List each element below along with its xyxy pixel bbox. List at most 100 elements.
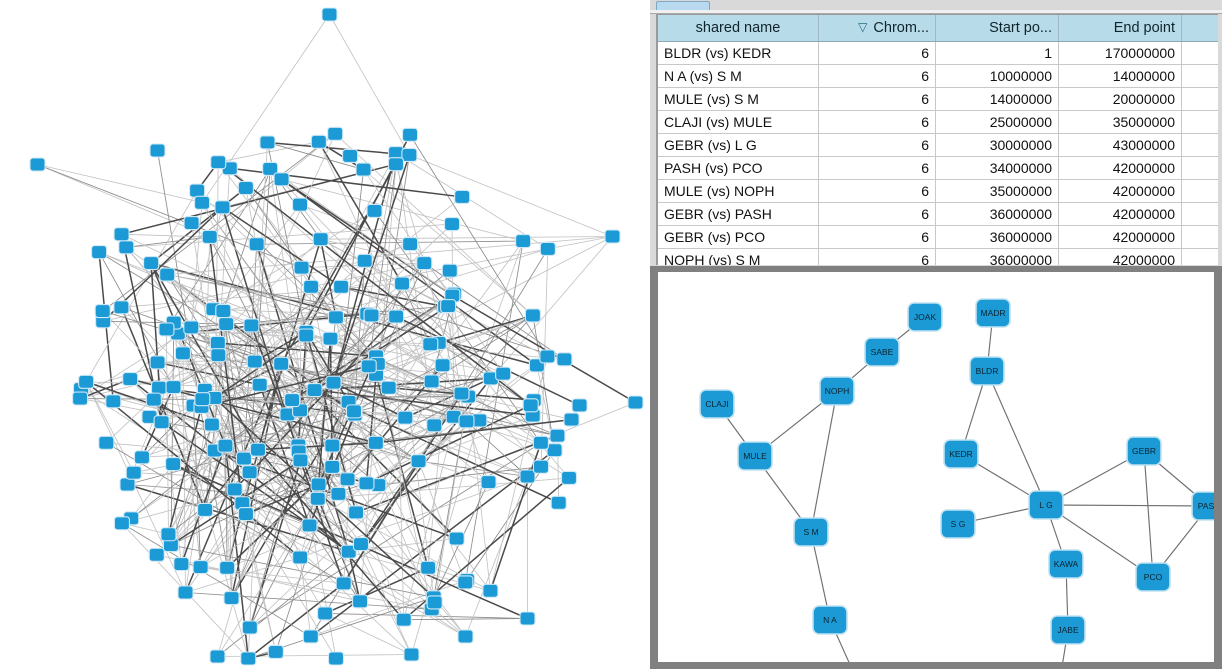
main-network-edge[interactable]	[170, 489, 235, 546]
main-network-node[interactable]	[324, 438, 341, 453]
main-network-node[interactable]	[303, 279, 320, 294]
column-header-genetic[interactable]: Genetic...	[1181, 15, 1218, 42]
main-network-node[interactable]	[189, 183, 206, 198]
main-network-edge[interactable]	[249, 421, 467, 628]
main-network-edge[interactable]	[150, 262, 259, 451]
main-network-node[interactable]	[177, 585, 194, 600]
main-network-edge[interactable]	[438, 314, 534, 344]
main-network-node[interactable]	[267, 644, 284, 659]
main-network-node[interactable]	[259, 135, 276, 150]
main-network-node[interactable]	[203, 417, 220, 432]
main-network-node[interactable]	[243, 318, 260, 333]
main-network-node[interactable]	[453, 386, 470, 401]
main-network-node[interactable]	[363, 308, 380, 323]
main-network-node[interactable]	[145, 392, 162, 407]
main-network-node[interactable]	[358, 476, 375, 491]
main-network-edge[interactable]	[166, 329, 169, 535]
sub-network-node[interactable]: MADR	[975, 298, 1011, 328]
table-row[interactable]: GEBR (vs) PCO636000000420000008.4	[658, 225, 1218, 249]
main-network-edge[interactable]	[226, 402, 636, 569]
sub-network-node[interactable]: PASH	[1191, 491, 1214, 521]
sub-network-node[interactable]: KEDR	[943, 439, 979, 469]
main-network-node[interactable]	[209, 335, 226, 351]
main-network-edge[interactable]	[247, 582, 345, 660]
main-network-node[interactable]	[325, 375, 342, 390]
main-network-canvas[interactable]	[0, 0, 648, 669]
main-network-edge[interactable]	[85, 190, 198, 383]
main-network-node[interactable]	[158, 322, 175, 337]
main-network-edge[interactable]	[333, 381, 406, 419]
main-network-node[interactable]	[519, 611, 536, 626]
main-network-node[interactable]	[237, 180, 254, 196]
main-network-edge[interactable]	[403, 393, 462, 620]
main-network-node[interactable]	[388, 309, 405, 324]
main-network-node[interactable]	[333, 279, 350, 294]
main-network-edge[interactable]	[305, 331, 350, 403]
main-network-node[interactable]	[402, 236, 419, 252]
main-network-edge[interactable]	[126, 236, 210, 248]
main-network-edge[interactable]	[254, 260, 365, 362]
main-network-edge[interactable]	[354, 414, 433, 610]
main-network-node[interactable]	[482, 583, 499, 598]
main-network-edge[interactable]	[267, 141, 410, 156]
main-network-edge[interactable]	[217, 399, 293, 657]
main-network-edge[interactable]	[185, 557, 301, 593]
main-network-node[interactable]	[150, 380, 168, 395]
main-network-node[interactable]	[143, 256, 160, 271]
main-network-node[interactable]	[78, 374, 95, 389]
main-network-edge[interactable]	[121, 522, 312, 637]
main-network-edge[interactable]	[242, 387, 389, 504]
main-network-node[interactable]	[480, 475, 497, 490]
main-network-node[interactable]	[563, 412, 580, 427]
main-network-edge[interactable]	[224, 445, 277, 653]
main-network-edge[interactable]	[363, 169, 534, 316]
main-network-node[interactable]	[317, 606, 334, 621]
main-network-node[interactable]	[571, 398, 588, 413]
main-network-edge[interactable]	[318, 424, 435, 485]
main-network-edge[interactable]	[401, 283, 431, 345]
main-network-svg[interactable]	[0, 0, 648, 669]
main-network-edge[interactable]	[418, 460, 466, 583]
main-network-node[interactable]	[310, 134, 327, 149]
main-network-edge[interactable]	[170, 322, 175, 546]
main-network-node[interactable]	[524, 308, 541, 323]
sub-network-node[interactable]: JOAK	[907, 302, 943, 332]
main-network-edge[interactable]	[360, 543, 412, 655]
main-network-node[interactable]	[321, 7, 338, 22]
main-network-node[interactable]	[403, 647, 420, 662]
main-network-edge[interactable]	[157, 361, 260, 386]
main-network-node[interactable]	[251, 377, 268, 392]
main-network-node[interactable]	[423, 374, 440, 389]
main-network-edge[interactable]	[281, 178, 538, 366]
main-network-node[interactable]	[201, 229, 218, 244]
main-network-node[interactable]	[214, 200, 231, 215]
main-network-edge[interactable]	[347, 551, 361, 602]
main-network-node[interactable]	[550, 495, 567, 510]
main-network-node[interactable]	[149, 355, 166, 370]
main-network-edge[interactable]	[209, 236, 315, 391]
main-network-node[interactable]	[292, 197, 309, 212]
main-network-node[interactable]	[153, 415, 170, 430]
main-network-node[interactable]	[125, 465, 142, 480]
main-network-node[interactable]	[448, 531, 465, 546]
main-network-edge[interactable]	[490, 415, 534, 591]
main-network-edge[interactable]	[245, 187, 379, 365]
sub-network-node[interactable]: L G	[1028, 490, 1064, 520]
main-network-node[interactable]	[495, 366, 512, 381]
main-network-edge[interactable]	[217, 498, 319, 657]
main-network-edge[interactable]	[409, 243, 453, 296]
main-network-edge[interactable]	[309, 356, 548, 526]
sub-network-node[interactable]: NOPH	[819, 376, 855, 406]
main-network-node[interactable]	[342, 148, 359, 164]
sub-network-node[interactable]: S M	[793, 517, 829, 547]
main-network-node[interactable]	[94, 304, 111, 319]
main-network-edge[interactable]	[217, 551, 349, 657]
main-network-edge[interactable]	[281, 178, 524, 242]
main-network-node[interactable]	[335, 576, 352, 591]
main-network-edge[interactable]	[320, 238, 446, 308]
main-network-edge[interactable]	[359, 164, 397, 602]
main-network-node[interactable]	[241, 620, 258, 635]
main-network-edge[interactable]	[168, 286, 312, 535]
main-network-edge[interactable]	[200, 416, 454, 568]
